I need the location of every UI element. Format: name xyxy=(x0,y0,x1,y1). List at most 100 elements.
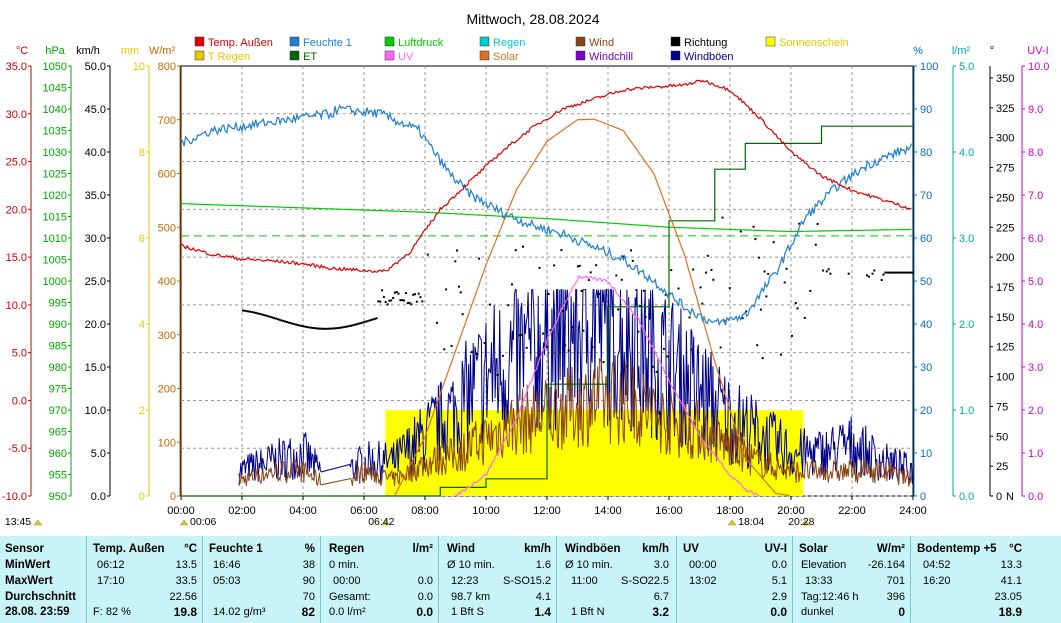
marker-label-4: 20:28 xyxy=(788,516,814,528)
richtung-dot-69 xyxy=(368,319,371,322)
right-axis-unit-0: % xyxy=(913,45,923,57)
richtung-dot-130 xyxy=(562,310,565,313)
richtung-dot-162 xyxy=(670,269,673,272)
richtung-dot-145 xyxy=(617,308,620,311)
richtung-dot-106 xyxy=(457,285,460,288)
left-axis-label-1-0: 1050 xyxy=(43,61,67,73)
richtung-dot-137 xyxy=(582,329,585,332)
series-et xyxy=(181,125,913,497)
wind-max-time: 12:23 xyxy=(451,575,479,587)
legend-label-6: Sonnenschein xyxy=(779,37,849,49)
left-axis-label-0-0: 35.0 xyxy=(6,61,27,73)
stats-col-regen: Regen l/m² 0 min. 00:00 0.0 Gesamt: 0.0 … xyxy=(320,536,439,623)
richtung-dot-168 xyxy=(701,302,704,305)
left-axis-label-1-13: 985 xyxy=(49,341,67,353)
feuchte-max-value: 90 xyxy=(302,575,315,587)
richtung-dot-217 xyxy=(893,271,896,274)
right-axis-label-0-10: 0 xyxy=(920,491,926,503)
richtung-dot-148 xyxy=(626,365,629,368)
richtung-dot-11 xyxy=(262,313,265,316)
stats-row-label-min: MinWert xyxy=(5,559,51,571)
x-tick-label-8: 16:00 xyxy=(655,505,683,517)
left-axis-label-0-6: 5.0 xyxy=(12,348,27,360)
regen-total-value: 0.0 xyxy=(417,591,433,603)
left-axis-label-2-6: 20.0 xyxy=(85,319,106,331)
boden-max-time: 16:20 xyxy=(923,575,951,587)
solar-elevation-value: -26.164 xyxy=(867,559,905,571)
richtung-dot-224 xyxy=(906,271,909,274)
boden-min-time: 04:52 xyxy=(923,559,951,571)
richtung-dot-24 xyxy=(285,321,288,323)
richtung-dot-23 xyxy=(284,320,287,323)
x-tick-label-6: 12:00 xyxy=(533,505,561,517)
right-axis-label-2-0: 350 xyxy=(996,73,1014,85)
right-axis-label-2-11: 75 xyxy=(996,401,1008,413)
richtung-dot-140 xyxy=(591,346,594,349)
richtung-dot-219 xyxy=(897,271,900,274)
richtung-dot-48 xyxy=(329,327,332,330)
richtung-dot-55 xyxy=(342,326,345,329)
richtung-dot-22 xyxy=(282,319,285,322)
right-axis-label-2-7: 175 xyxy=(996,282,1014,294)
legend-label-8: ET xyxy=(303,51,317,63)
x-tick-label-9: 18:00 xyxy=(716,505,744,517)
left-axis-label-1-12: 990 xyxy=(49,319,67,331)
richtung-dot-15 xyxy=(269,315,272,318)
left-axis-unit-4: W/m² xyxy=(149,45,176,57)
richtung-dot-73 xyxy=(375,317,378,320)
richtung-dot-135 xyxy=(578,264,581,267)
marker-arrow-2 xyxy=(380,519,390,526)
richtung-dot-57 xyxy=(346,325,349,328)
richtung-dot-96 xyxy=(417,292,420,295)
temp-current-value: 19.8 xyxy=(173,605,197,619)
left-axis-label-3-0: 10 xyxy=(133,61,145,73)
right-axis-label-1-2: 3.0 xyxy=(959,233,974,245)
boeen-avg10-value: 3.0 xyxy=(653,559,669,571)
right-axis-label-2-13: 25 xyxy=(996,461,1008,473)
legend: Temp. Außen Feuchte 1 Luftdruck Regen Wind Ri… xyxy=(194,36,849,63)
legend-swatch-9 xyxy=(384,50,395,61)
legend-swatch-12 xyxy=(670,50,681,61)
left-axis-label-1-6: 1020 xyxy=(43,190,67,202)
richtung-dot-187 xyxy=(765,295,768,298)
solar-max-value: 701 xyxy=(886,575,905,587)
stats-row-label-max: MaxWert xyxy=(5,575,53,587)
richtung-dot-35 xyxy=(306,326,309,328)
richtung-dot-155 xyxy=(644,316,647,319)
stats-col-solar: Solar W/m² Elevation -26.164 13:33 701 T… xyxy=(792,536,911,623)
richtung-dot-200 xyxy=(816,223,819,225)
stats-unit-solar: W/m² xyxy=(876,543,905,555)
left-axis-label-3-1: 8 xyxy=(139,147,145,159)
richtung-dot-142 xyxy=(598,293,601,295)
richtung-dot-194 xyxy=(794,302,797,304)
series-feuchte xyxy=(180,104,913,327)
uv-min-value: 0.0 xyxy=(771,559,787,571)
richtung-dot-70 xyxy=(370,319,373,321)
richtung-dot-158 xyxy=(655,370,658,373)
richtung-dot-2 xyxy=(245,310,248,313)
temp-current-extra: F: 82 % xyxy=(93,606,131,618)
richtung-dot-26 xyxy=(289,322,292,325)
richtung-dot-4 xyxy=(249,310,252,313)
regen-max-value: 0.0 xyxy=(417,575,433,587)
right-axis-label-0-7: 30 xyxy=(920,362,932,374)
left-axis-label-1-19: 955 xyxy=(49,470,67,482)
right-axis-label-2-8: 150 xyxy=(996,312,1014,324)
richtung-dot-21 xyxy=(280,319,283,322)
left-axis-label-4-5: 300 xyxy=(158,330,176,342)
richtung-dot-108 xyxy=(461,313,464,316)
richtung-dot-199 xyxy=(814,243,817,246)
richtung-dot-154 xyxy=(642,289,645,292)
richtung-dot-39 xyxy=(313,327,316,330)
richtung-dot-157 xyxy=(651,365,654,368)
richtung-dot-103 xyxy=(450,344,453,347)
right-axis-label-1-0: 5.0 xyxy=(959,61,974,73)
series-temp xyxy=(180,79,912,274)
richtung-dot-45 xyxy=(324,327,327,330)
legend-swatch-10 xyxy=(479,50,490,61)
richtung-dot-227 xyxy=(911,271,914,274)
solar-current-value: 0 xyxy=(898,605,905,619)
right-axis-label-3-6: 4.0 xyxy=(1028,319,1043,331)
uv-avg-value: 2.9 xyxy=(771,591,787,603)
richtung-dot-87 xyxy=(401,299,404,302)
